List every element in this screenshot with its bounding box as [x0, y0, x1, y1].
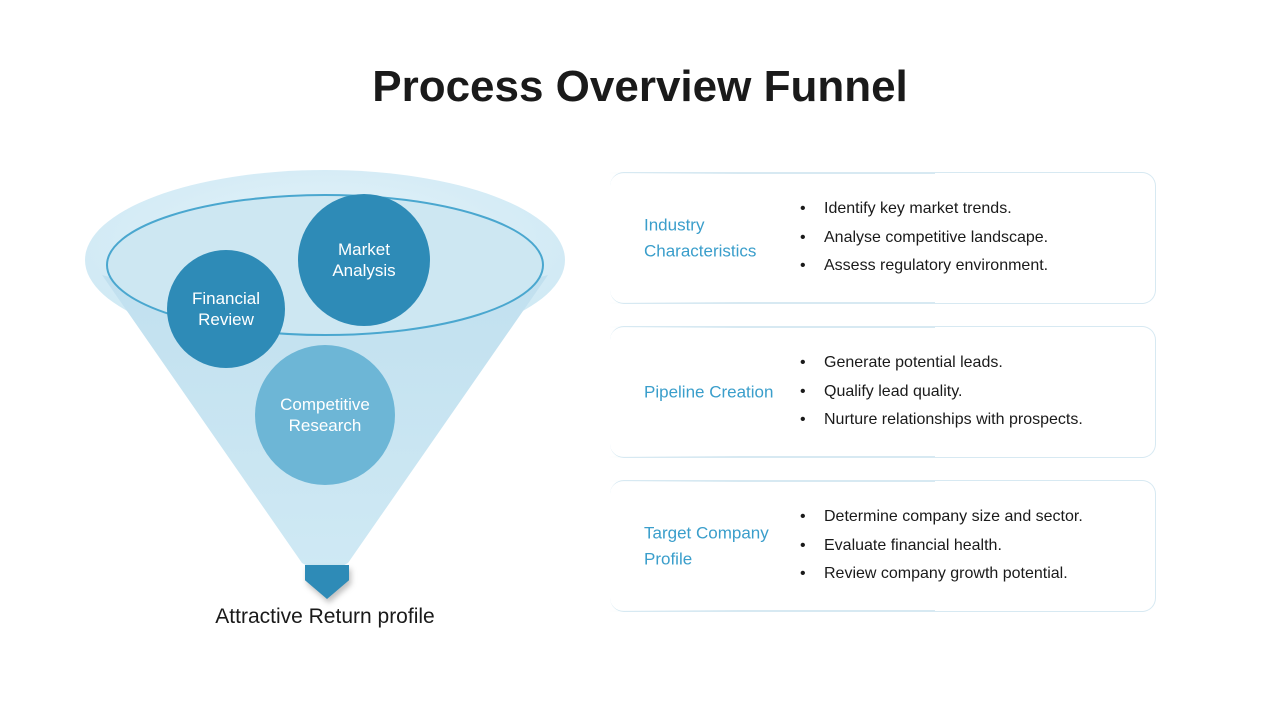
card-target-company-profile: Target Company Profile Determine company… [610, 480, 1156, 612]
list-item: Evaluate financial health. [800, 535, 1083, 557]
page-title: Process Overview Funnel [0, 62, 1280, 112]
card-pipeline-creation: Pipeline Creation Generate potential lea… [610, 326, 1156, 458]
funnel-bubble-market-analysis: Market Analysis [298, 194, 430, 326]
funnel-caption: Attractive Return profile [80, 605, 570, 629]
list-item: Determine company size and sector. [800, 506, 1083, 528]
card-label: Target Company Profile [644, 521, 784, 572]
bubble-label: Competitive Research [263, 394, 387, 437]
card-label: Pipeline Creation [644, 379, 784, 405]
card-label: Industry Characteristics [644, 213, 784, 264]
list-item: Assess regulatory environment. [800, 255, 1048, 277]
bubble-label: Financial Review [175, 288, 277, 331]
list-item: Qualify lead quality. [800, 381, 1083, 403]
card-list: Determine company size and sector. Evalu… [800, 500, 1083, 591]
funnel-diagram: Financial Review Market Analysis Competi… [80, 165, 570, 665]
list-item: Identify key market trends. [800, 198, 1048, 220]
bubble-label: Market Analysis [306, 239, 422, 282]
list-item: Analyse competitive landscape. [800, 227, 1048, 249]
card-industry-characteristics: Industry Characteristics Identify key ma… [610, 172, 1156, 304]
card-list: Identify key market trends. Analyse comp… [800, 192, 1048, 283]
list-item: Generate potential leads. [800, 352, 1083, 374]
card-list: Generate potential leads. Qualify lead q… [800, 346, 1083, 437]
funnel-bubble-competitive-research: Competitive Research [255, 345, 395, 485]
cards-column: Industry Characteristics Identify key ma… [610, 172, 1160, 634]
list-item: Review company growth potential. [800, 563, 1083, 585]
funnel-bubble-financial-review: Financial Review [167, 250, 285, 368]
funnel-arrow-icon [305, 565, 349, 599]
list-item: Nurture relationships with prospects. [800, 409, 1083, 431]
